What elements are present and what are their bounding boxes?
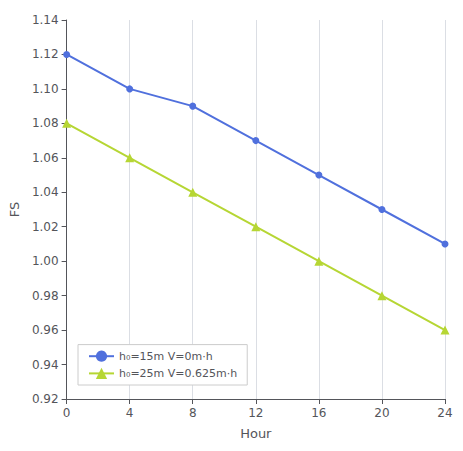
svg-text:1.06: 1.06 — [32, 151, 59, 165]
svg-text:h₀=25m V=0.625m·h: h₀=25m V=0.625m·h — [119, 367, 237, 380]
svg-text:Hour: Hour — [240, 426, 272, 441]
svg-text:h₀=15m V=0m·h: h₀=15m V=0m·h — [119, 350, 213, 363]
svg-text:20: 20 — [374, 406, 389, 420]
svg-text:0.98: 0.98 — [32, 289, 59, 303]
svg-text:1.08: 1.08 — [32, 116, 59, 130]
svg-text:16: 16 — [311, 406, 326, 420]
svg-text:1.12: 1.12 — [32, 47, 59, 61]
svg-text:1.02: 1.02 — [32, 220, 59, 234]
svg-text:1.10: 1.10 — [32, 82, 59, 96]
svg-text:0.94: 0.94 — [32, 358, 59, 372]
svg-text:1.00: 1.00 — [32, 254, 59, 268]
svg-text:0.92: 0.92 — [32, 392, 59, 406]
svg-text:8: 8 — [189, 406, 197, 420]
svg-text:4: 4 — [126, 406, 134, 420]
svg-text:12: 12 — [248, 406, 263, 420]
svg-text:24: 24 — [437, 406, 452, 420]
svg-text:1.04: 1.04 — [32, 185, 59, 199]
svg-text:0: 0 — [63, 406, 71, 420]
svg-text:FS: FS — [7, 202, 22, 218]
svg-text:0.96: 0.96 — [32, 323, 59, 337]
svg-text:1.14: 1.14 — [32, 13, 59, 27]
